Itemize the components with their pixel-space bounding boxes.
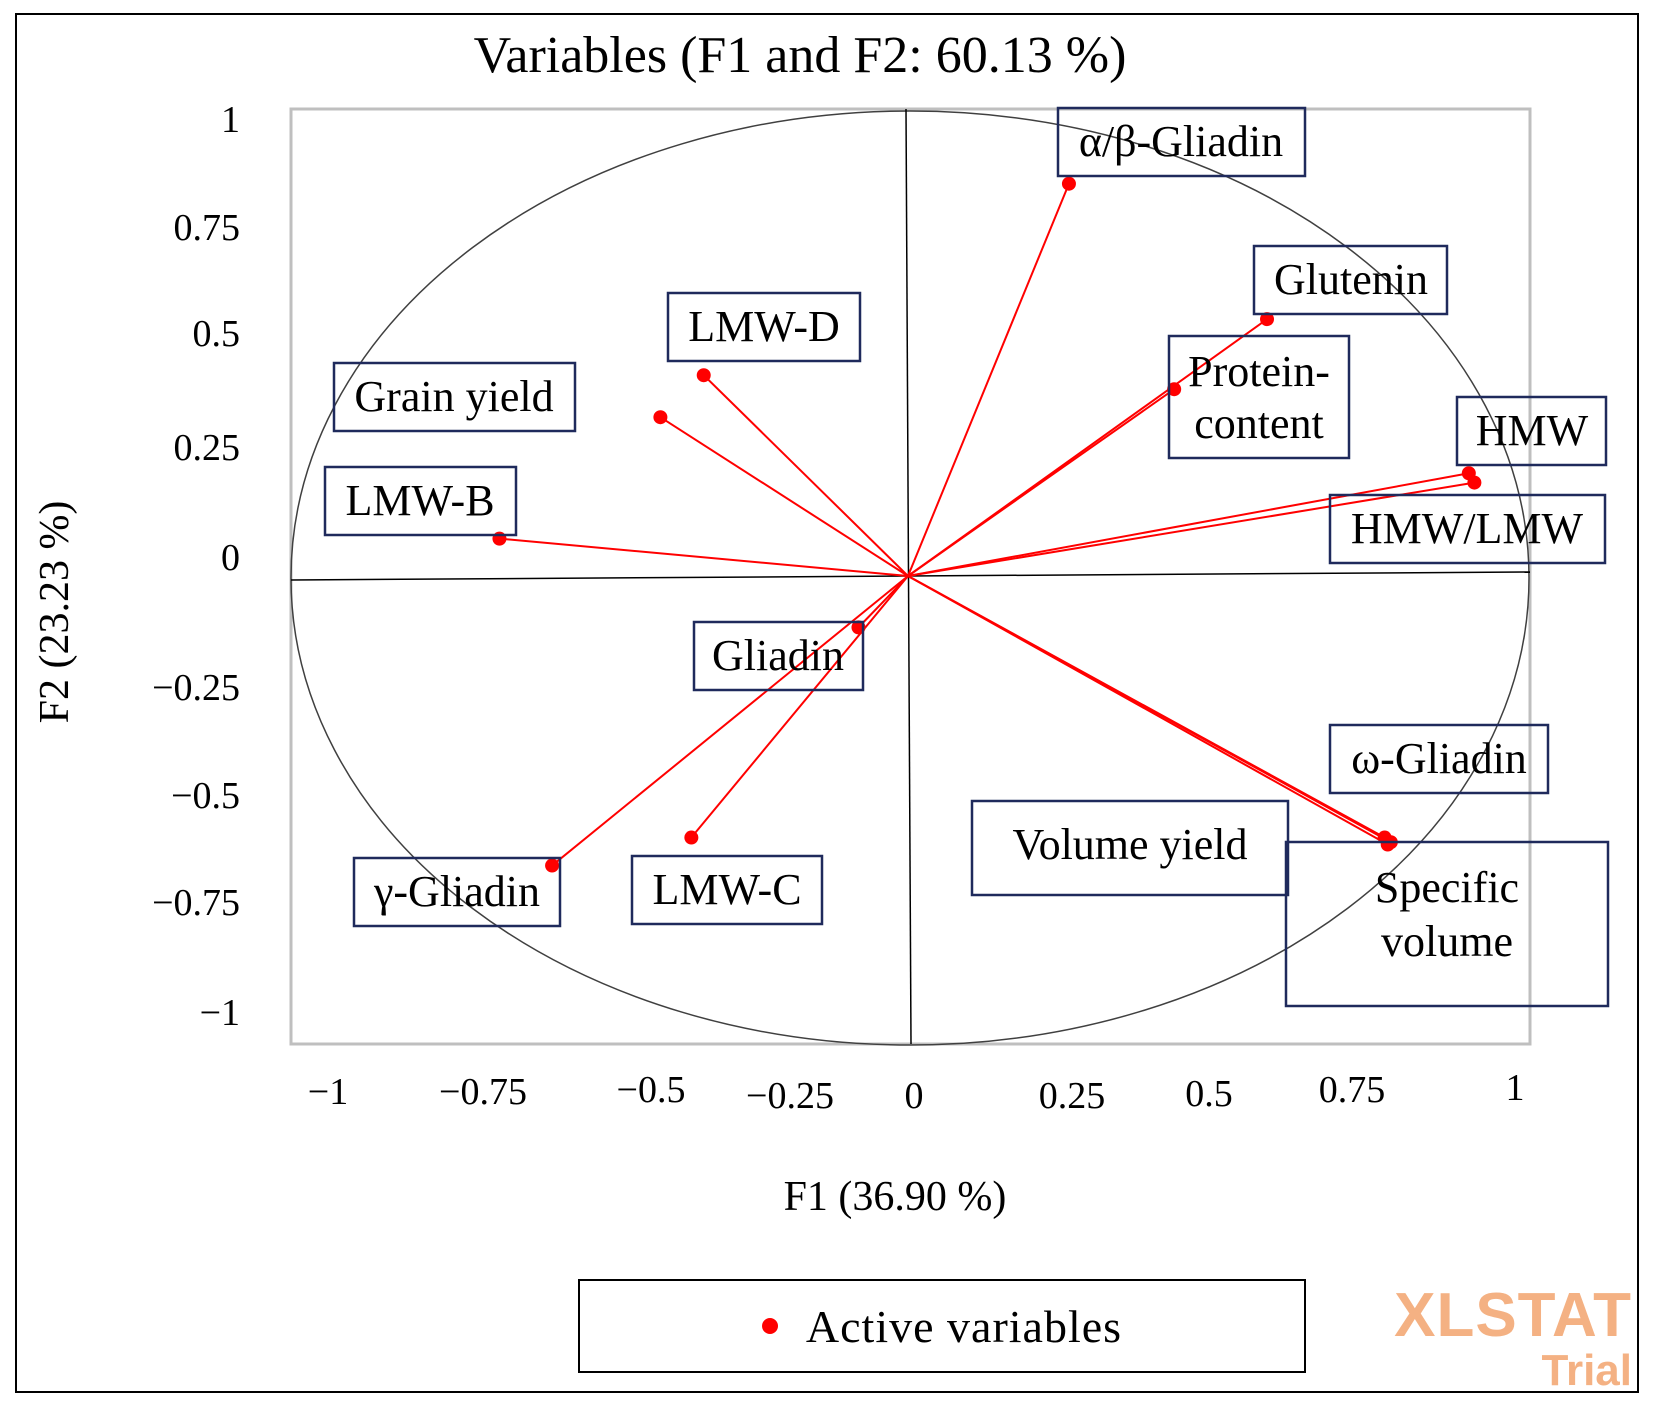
point-gliadin xyxy=(545,858,560,873)
label-box-specific-volume: Specific volume xyxy=(1284,840,1610,1008)
x-axis-ticks: −1 −0.75 −0.5 −0.25 0 0.25 0.5 0.75 1 xyxy=(308,1067,1525,1117)
variable-label: Gliadin xyxy=(712,631,844,680)
variable-label: volume xyxy=(1381,917,1513,966)
x-tick-label: 0.5 xyxy=(1185,1073,1233,1115)
vector-lmw-d xyxy=(703,374,909,577)
y-tick-label: 0.75 xyxy=(174,207,241,249)
chart-title: Variables (F1 and F2: 60.13 %) xyxy=(474,27,1127,84)
x-tick-label: 1 xyxy=(1506,1067,1525,1109)
legend-marker-icon xyxy=(761,1318,778,1334)
label-box-protein-content: Protein-content xyxy=(1167,334,1351,460)
label-box-hmw-lmw: HMW/LMW xyxy=(1328,493,1607,565)
y-axis-ticks: 1 0.75 0.5 0.25 0 −0.25 −0.5 −0.75 −1 xyxy=(152,99,240,1034)
vector-lmw-c xyxy=(690,575,909,839)
variable-label: ω-Gliadin xyxy=(1351,734,1527,783)
point-gliadin xyxy=(1061,176,1076,191)
x-tick-label: −0.75 xyxy=(439,1071,527,1113)
label-box-lmw-c: LMW-C xyxy=(630,854,824,926)
variable-label: Specific xyxy=(1375,863,1519,912)
correlation-circle xyxy=(290,110,1530,1046)
xlstat-watermark: XLSTAT Trial xyxy=(1394,1285,1632,1393)
x-tick-label: 0.75 xyxy=(1319,1069,1386,1111)
y-tick-label: 1 xyxy=(221,99,240,141)
label-box-volume-yield: Volume yield xyxy=(970,799,1290,897)
label-box-lmw-b: LMW-B xyxy=(323,465,518,537)
point-protein-content xyxy=(1167,382,1182,397)
label-box-gliadin: α/β-Gliadin xyxy=(1056,106,1307,178)
point-specific-volume xyxy=(1380,837,1395,852)
variable-label: HMW/LMW xyxy=(1351,504,1584,553)
y-tick-label: 0.25 xyxy=(174,427,241,469)
x-tick-label: −0.5 xyxy=(617,1069,686,1111)
y-axis-title: F2 (23.23 %) xyxy=(32,501,78,724)
figure-frame xyxy=(15,13,1639,1393)
y-tick-label: −1 xyxy=(200,992,240,1034)
variable-label: Glutenin xyxy=(1274,255,1428,304)
point-grain-yield xyxy=(653,410,668,425)
point-glutenin xyxy=(1260,312,1275,327)
x-tick-label: 0 xyxy=(905,1075,924,1117)
label-box-gliadin: ω-Gliadin xyxy=(1328,723,1550,795)
watermark-sub-text: Trial xyxy=(1541,1346,1633,1395)
variable-labels: α/β-Gliadin Glutenin Protein-content HMW HMW… xyxy=(323,106,1610,1008)
variable-label: Volume yield xyxy=(1012,820,1247,869)
vector-grain-yield xyxy=(659,416,909,577)
label-box-lmw-d: LMW-D xyxy=(666,291,862,363)
point-lmw-b xyxy=(492,531,507,546)
x-tick-label: 0.25 xyxy=(1039,1075,1106,1117)
vector-hmw-lmw xyxy=(907,481,1475,577)
x-tick-label: −1 xyxy=(308,1071,348,1113)
label-box-gliadin: Gliadin xyxy=(692,620,865,692)
variable-label: LMW-B xyxy=(345,476,494,525)
variable-label: HMW xyxy=(1476,406,1589,455)
label-box-gliadin: γ-Gliadin xyxy=(352,856,562,928)
point-lmw-d xyxy=(696,368,711,383)
variable-vectors xyxy=(492,176,1482,873)
label-box-hmw: HMW xyxy=(1455,395,1608,467)
x-tick-label: −0.25 xyxy=(746,1075,834,1117)
variable-label: γ-Gliadin xyxy=(373,867,540,916)
variable-label: Protein- xyxy=(1188,347,1330,396)
y-tick-label: 0 xyxy=(221,537,240,579)
vector-lmw-b xyxy=(499,537,909,577)
label-box-grain-yield: Grain yield xyxy=(332,361,577,433)
vector-hmw xyxy=(907,472,1469,577)
variable-label: content xyxy=(1194,399,1324,448)
legend-label: Active variables xyxy=(805,1300,1123,1352)
x-axis-title: F1 (36.90 %) xyxy=(784,1174,1007,1220)
variable-label: LMW-D xyxy=(688,302,840,351)
variable-label: α/β-Gliadin xyxy=(1079,117,1283,166)
vector-protein-content xyxy=(907,388,1175,577)
watermark-main-text: XLSTAT xyxy=(1394,1281,1632,1350)
point-hmw-lmw xyxy=(1467,475,1482,490)
vector-gliadin xyxy=(551,575,909,867)
variable-label: Grain yield xyxy=(354,372,553,421)
y-tick-label: 0.5 xyxy=(193,313,241,355)
y-tick-label: −0.25 xyxy=(152,667,240,709)
point-lmw-c xyxy=(684,830,699,845)
y-tick-label: −0.5 xyxy=(171,775,240,817)
label-box-glutenin: Glutenin xyxy=(1252,244,1449,316)
legend: Active variables xyxy=(578,1279,1306,1373)
variable-label: LMW-C xyxy=(652,865,801,914)
vector-specific-volume xyxy=(907,575,1389,846)
y-tick-label: −0.75 xyxy=(152,882,240,924)
vector-gliadin xyxy=(907,183,1070,577)
